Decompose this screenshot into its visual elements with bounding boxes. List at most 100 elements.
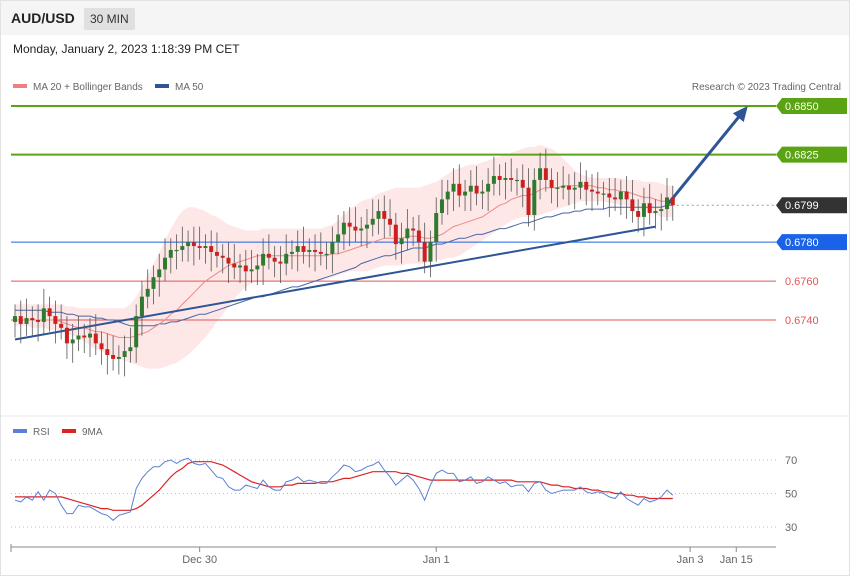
level-tag-resistance [776,98,847,114]
candle-body [434,213,439,243]
candle-body [18,316,23,324]
candle-body [382,211,387,219]
candle-body [220,255,225,258]
candle-body [503,177,508,180]
copyright-text: Research © 2023 Trading Central [692,82,841,93]
candle-body [30,318,35,320]
legend-swatch-rsi [13,429,27,433]
rsi-line [14,457,674,521]
level-label-current: 0.6799 [785,200,819,212]
timeframe-badge[interactable]: 30 MIN [84,8,135,30]
candle-body [336,234,341,243]
level-tag-support [776,234,847,251]
legend-label-rsi-ma: 9MA [82,427,103,438]
level-label-pivot: 0.6740 [785,315,819,327]
candle-body [13,316,17,322]
candle-body [330,242,335,254]
candle-body [111,355,116,359]
candle-body [468,185,473,192]
candle-body [186,242,191,247]
candle-body [168,249,173,258]
candle-body [405,228,410,239]
candle-body [36,320,41,322]
chart-datetime: Monday, January 2, 2023 1:18:39 PM CET [13,42,240,56]
symbol-title: AUD/USD [11,10,75,26]
candle-body [618,191,623,200]
candle-body [226,257,231,264]
candle-body [480,191,485,194]
candle-body [99,343,104,350]
candle-body [88,333,93,338]
candle-body [128,347,133,352]
rsi-tick-label: 70 [785,455,797,467]
candle-body [526,187,531,215]
candle-body [295,246,300,252]
candle-body [157,269,162,278]
level-tag-current [776,197,847,214]
candle-body [670,197,675,206]
candle-body [376,211,381,219]
candle-body [255,265,260,270]
candle-body [538,168,543,180]
x-axis: Dec 30 Jan 1 Jan 3 Jan 15 [10,544,776,566]
candle-body [70,339,75,344]
candle-body [266,253,271,258]
candle-body [174,249,179,252]
candle-body [399,238,404,245]
candle-body [647,203,652,213]
candle-body [439,199,444,213]
x-axis-label: Dec 30 [182,554,217,566]
legend-label-ma20: MA 20 + Bollinger Bands [33,82,143,93]
x-axis-label: Jan 3 [677,554,704,566]
level-label-resistance: 0.6850 [785,101,819,113]
candle-body [134,316,139,348]
candle-body [272,257,277,262]
candle-body [509,177,514,180]
chart-header: AUD/USD 30 MIN [1,1,849,35]
x-axis-label: Jan 1 [423,554,450,566]
candle-body [82,335,87,338]
candle-body [491,176,496,184]
rsi-tick-label: 50 [785,489,797,501]
candle-body [514,179,519,182]
candle-body [457,183,462,196]
candle-body [180,246,185,250]
candle-body [359,228,364,231]
candle-body [313,249,318,252]
candle-body [578,181,583,188]
level-label-support: 0.6780 [785,237,819,249]
bollinger-band-area [15,144,673,369]
legend-swatch-rsi-ma [62,429,76,433]
candle-body [289,251,294,254]
candle-body [659,209,664,212]
candle-body [301,246,306,252]
candle-body [572,187,577,190]
candle-body [555,187,560,189]
candle-body [601,193,606,195]
candle-body [261,253,266,266]
rsi-tick-label: 30 [785,522,797,534]
candle-body [318,251,323,254]
price-plot: 0.6850 0.6825 0.6799 0.6780 0.6760 0.6740 [11,98,847,377]
candle-body [463,191,468,196]
candle-body [486,183,491,192]
level-label-resistance: 0.6825 [785,150,819,162]
candle-body [41,308,46,322]
candle-body [151,277,156,289]
legend-swatch-ma50 [155,84,169,88]
candle-body [416,230,421,243]
candle-body [370,218,375,225]
level-label-pivot: 0.6760 [785,276,819,288]
candle-body [532,179,537,215]
candle-body [93,333,98,344]
candle-body [307,249,312,252]
candle-body [607,193,612,198]
rsi-ma-line [15,461,673,511]
candle-body [653,211,658,213]
candle-body [428,242,433,262]
candle-body [422,242,427,262]
candle-body [238,265,243,268]
candle-body [347,222,352,227]
x-axis-label: Jan 15 [720,554,753,566]
